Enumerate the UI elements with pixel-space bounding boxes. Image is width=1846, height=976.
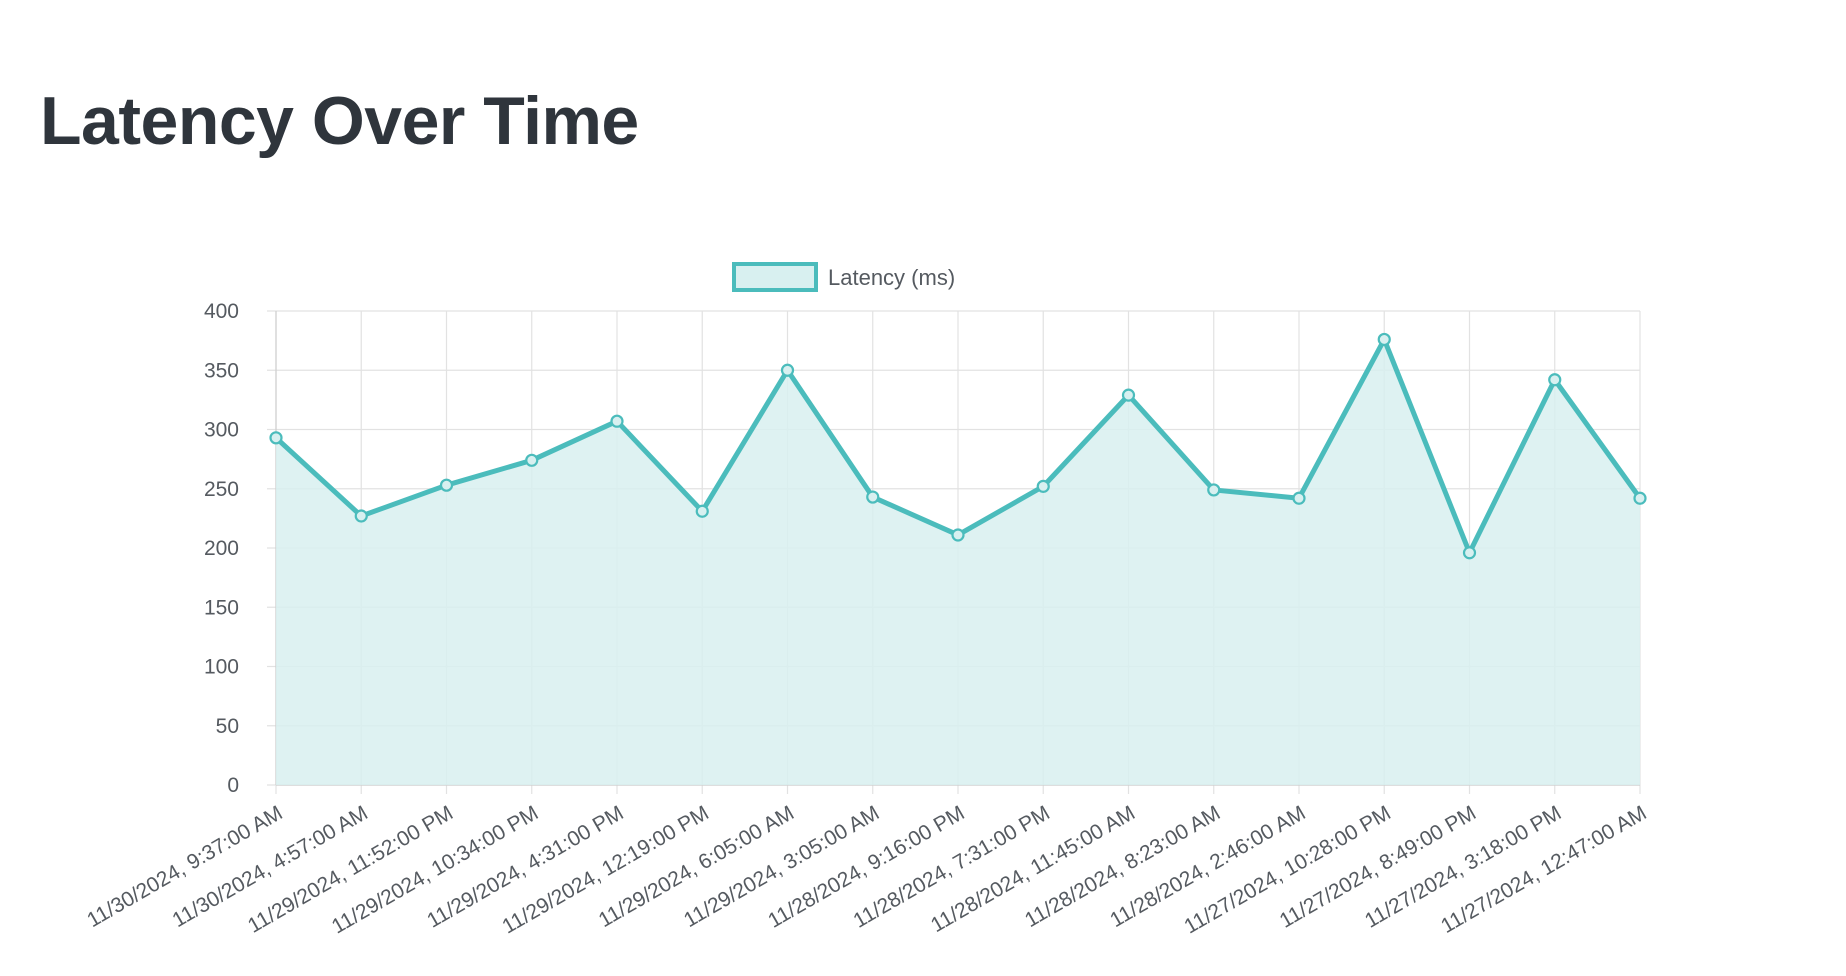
data-point[interactable] (1121, 388, 1136, 402)
y-tick-label: 0 (227, 774, 239, 797)
legend[interactable]: Latency (ms) (732, 262, 955, 292)
data-point[interactable] (1036, 479, 1050, 493)
data-point[interactable] (525, 453, 539, 467)
y-tick-label: 400 (204, 300, 239, 323)
y-tick-label: 350 (204, 359, 239, 382)
data-points (269, 332, 1647, 560)
y-tick-label: 300 (204, 419, 239, 442)
y-tick-label: 50 (216, 715, 239, 738)
legend-swatch[interactable] (732, 262, 818, 292)
y-axis-tick-labels: 0 50 100 150 200 250 300 350 400 (204, 300, 239, 797)
data-point[interactable] (866, 490, 880, 504)
latency-area-fill (276, 339, 1640, 785)
data-point[interactable] (1633, 491, 1647, 505)
data-point[interactable] (354, 509, 368, 523)
y-tick-label: 250 (204, 478, 239, 501)
data-point[interactable] (610, 414, 624, 428)
data-point[interactable] (1462, 546, 1477, 560)
data-point[interactable] (269, 431, 283, 445)
y-tick-label: 100 (204, 656, 239, 679)
page-title: Latency Over Time (40, 83, 639, 159)
data-point[interactable] (1207, 483, 1221, 497)
y-tick-label: 200 (204, 537, 239, 560)
legend-label[interactable]: Latency (ms) (828, 265, 955, 290)
y-tick-label: 150 (204, 596, 239, 619)
data-point[interactable] (439, 478, 454, 492)
data-point[interactable] (780, 363, 795, 377)
data-point[interactable] (695, 504, 709, 518)
data-point[interactable] (1292, 491, 1306, 505)
data-point[interactable] (1377, 332, 1391, 347)
data-point[interactable] (1548, 373, 1562, 387)
data-point[interactable] (951, 528, 965, 542)
